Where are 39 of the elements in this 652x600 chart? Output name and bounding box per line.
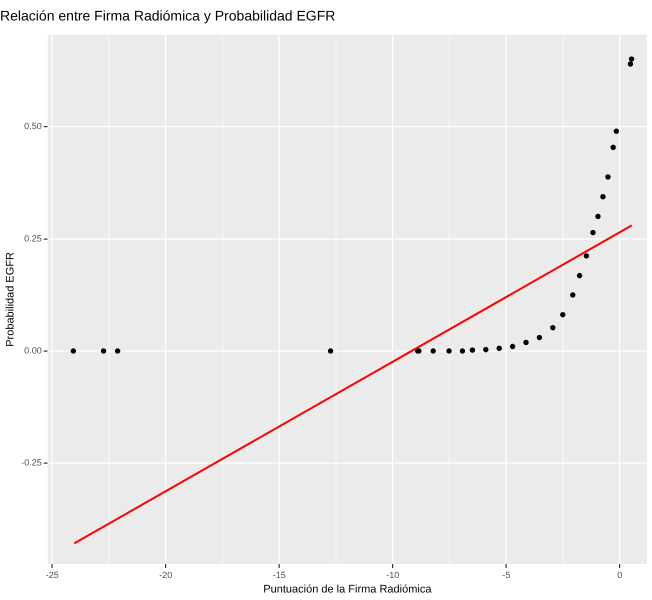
y-tick-label: 0.00 bbox=[24, 345, 42, 356]
point bbox=[536, 334, 542, 340]
x-tick-label: -15 bbox=[272, 570, 286, 580]
point bbox=[328, 348, 334, 354]
y-tick-label: 0.25 bbox=[24, 233, 42, 244]
y-tick-label: -0.25 bbox=[21, 458, 42, 468]
point bbox=[570, 292, 576, 298]
point bbox=[610, 144, 616, 150]
point bbox=[460, 348, 466, 354]
point bbox=[483, 346, 489, 352]
point bbox=[628, 56, 634, 62]
y-tick-label: 0.50 bbox=[24, 121, 42, 132]
point bbox=[600, 194, 606, 200]
x-tick-label: -5 bbox=[502, 570, 510, 580]
point bbox=[430, 348, 436, 354]
point bbox=[446, 348, 452, 354]
x-tick-label: -10 bbox=[386, 570, 400, 580]
x-axis-title: Puntuación de la Firma Radiómica bbox=[263, 583, 432, 596]
y-axis-title: Probabilidad EGFR bbox=[4, 252, 17, 347]
x-tick-label: -20 bbox=[159, 570, 172, 580]
point bbox=[590, 230, 596, 236]
point bbox=[595, 214, 601, 220]
x-tick-label: -25 bbox=[46, 570, 59, 580]
x-tick-label: 0 bbox=[617, 570, 622, 580]
point bbox=[605, 174, 611, 180]
chart-title: Relación entre Firma Radiómica y Probabilidad EGFR bbox=[0, 7, 336, 24]
point bbox=[628, 61, 634, 67]
point bbox=[510, 344, 516, 350]
point bbox=[560, 312, 566, 318]
point bbox=[614, 128, 620, 134]
point bbox=[70, 348, 76, 354]
point bbox=[550, 324, 556, 330]
point bbox=[470, 347, 476, 353]
point bbox=[114, 348, 120, 354]
point bbox=[523, 340, 529, 346]
point bbox=[576, 272, 582, 278]
point bbox=[496, 346, 502, 351]
point bbox=[584, 253, 590, 259]
point bbox=[100, 348, 106, 354]
